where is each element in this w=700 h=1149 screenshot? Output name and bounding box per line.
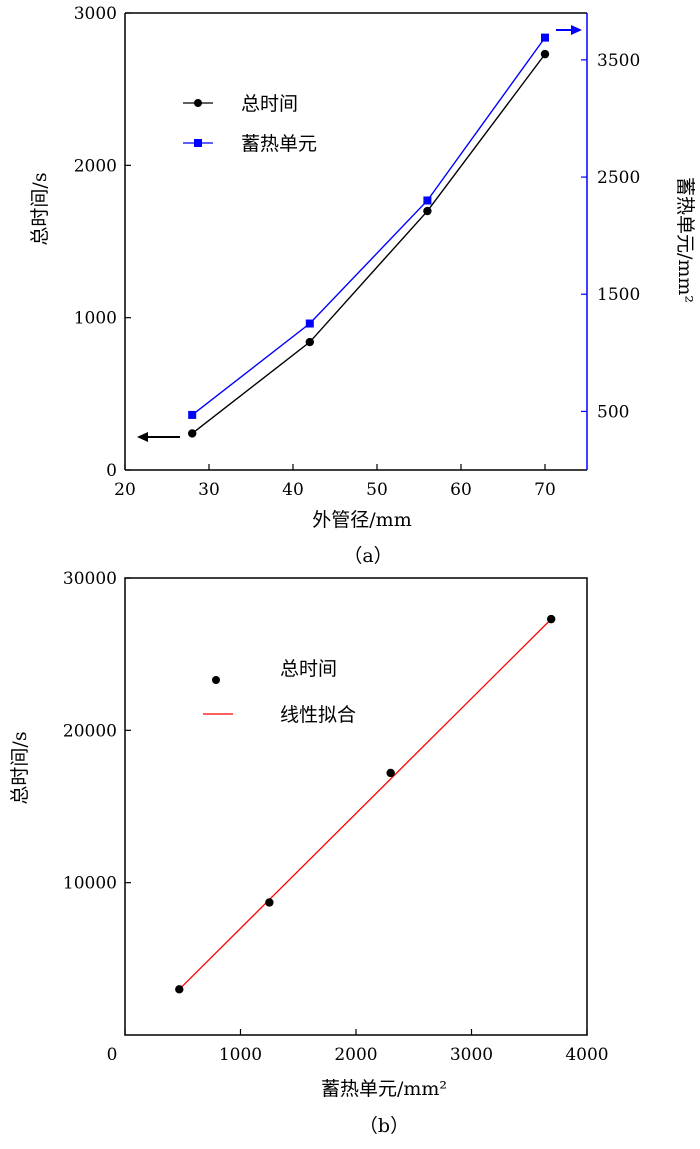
chart-b-fit-line <box>178 618 552 990</box>
chart-a-y-tick-label-0: 0 <box>106 461 117 481</box>
chart-b-legend-marker-0 <box>212 676 220 684</box>
chart-b-legend-label-0: 总时间 <box>280 658 337 680</box>
chart-a-x-tick-label-0: 20 <box>114 480 136 500</box>
chart-a-legend-label-1: 蓄热单元 <box>241 133 317 155</box>
chart-b-y-tick-label-2: 30000 <box>63 569 117 589</box>
chart-a-series-0-point-3 <box>540 49 550 59</box>
chart-b-point-0 <box>175 985 184 994</box>
chart-b-x-tick-label-0: 0 <box>107 1045 118 1065</box>
chart-a-y-tick-label-3: 3000 <box>74 4 117 24</box>
chart-b-point-2 <box>386 768 395 778</box>
chart-b-y-ticks: 10000 20000 30000 <box>63 569 131 894</box>
chart-a-series-0-line <box>191 53 546 434</box>
chart-a-y2-tick-label-3: 3500 <box>597 51 640 71</box>
left-axis-arrow-icon <box>137 432 148 442</box>
chart-a-x-tick-label-4: 60 <box>450 480 472 500</box>
chart-b-y-tick-label-1: 20000 <box>63 721 117 741</box>
chart-b-series <box>175 614 556 994</box>
chart-a-y-axis-label: 总时间/s <box>29 172 51 245</box>
chart-a-x-ticks: 20 30 40 50 60 70 <box>114 464 556 500</box>
chart-a-series-0-point-0 <box>188 429 197 438</box>
chart-a-legend-label-0: 总时间 <box>241 93 298 115</box>
chart-b: 0 1000 2000 3000 4000 10000 20000 30000 总时间 线性… <box>9 569 609 1137</box>
chart-a-series-1-line <box>191 37 546 416</box>
chart-b-frame <box>124 577 588 1036</box>
chart-a-gridframe <box>124 12 588 471</box>
chart-b-point-1 <box>265 898 274 907</box>
chart-a-series-1-point-0 <box>188 410 197 419</box>
chart-a-y-tick-label-2: 2000 <box>74 156 117 176</box>
chart-a-y2-tick-label-0: 500 <box>597 402 629 422</box>
chart-a-y2-tick-label-2: 2500 <box>597 168 640 188</box>
chart-a-y2-tick-label-1: 1500 <box>597 285 640 305</box>
chart-a-y2-ticks: 500 1500 2500 3500 <box>581 51 640 422</box>
chart-b-point-3 <box>546 614 556 624</box>
chart-b-x-tick-label-4: 4000 <box>565 1045 608 1065</box>
chart-b-legend-label-1: 线性拟合 <box>280 704 356 726</box>
chart-a-legend: 总时间 蓄热单元 <box>183 93 317 155</box>
chart-a-x-tick-label-2: 40 <box>282 480 304 500</box>
chart-a-series-0-point-1 <box>305 337 314 347</box>
chart-a-y-tick-label-1: 1000 <box>74 309 117 329</box>
chart-a-legend-marker-1 <box>194 139 202 147</box>
chart-a-series-1-point-1 <box>305 319 314 328</box>
chart-b-x-tick-label-2: 2000 <box>334 1045 377 1065</box>
chart-a-x-tick-label-1: 30 <box>198 480 220 500</box>
chart-b-caption: （b） <box>359 1115 409 1137</box>
chart-a-series-1-point-3 <box>541 33 549 42</box>
chart-b-legend: 总时间 线性拟合 <box>203 658 356 726</box>
chart-b-x-tick-label-1: 1000 <box>219 1045 262 1065</box>
chart-a-y2-axis-label: 蓄热单元/mm² <box>674 177 696 303</box>
chart-a-y-ticks: 0 1000 2000 3000 <box>74 4 131 481</box>
right-axis-arrow-icon <box>571 25 582 35</box>
chart-a-series <box>188 33 550 438</box>
chart-a-caption: （a） <box>343 545 392 567</box>
chart-b-x-ticks: 0 1000 2000 3000 4000 <box>107 1029 609 1065</box>
chart-a-legend-marker-0 <box>194 99 202 107</box>
chart-b-x-tick-label-3: 3000 <box>450 1045 493 1065</box>
chart-b-y-tick-label-0: 10000 <box>63 874 117 894</box>
chart-b-y-axis-label: 总时间/s <box>9 731 31 804</box>
chart-a-series-1-point-2 <box>423 196 432 205</box>
chart-a-x-tick-label-5: 70 <box>534 480 556 500</box>
chart-b-x-axis-label: 蓄热单元/mm² <box>321 1078 447 1100</box>
chart-a-arrows <box>137 25 582 442</box>
chart-a-x-axis-label: 外管径/mm <box>312 509 411 531</box>
chart-a-series-0-point-2 <box>423 206 432 216</box>
chart-a-x-tick-label-3: 50 <box>366 480 388 500</box>
chart-a: 20 30 40 50 60 70 0 1000 2000 3000 500 1500 2500 35… <box>29 4 696 567</box>
